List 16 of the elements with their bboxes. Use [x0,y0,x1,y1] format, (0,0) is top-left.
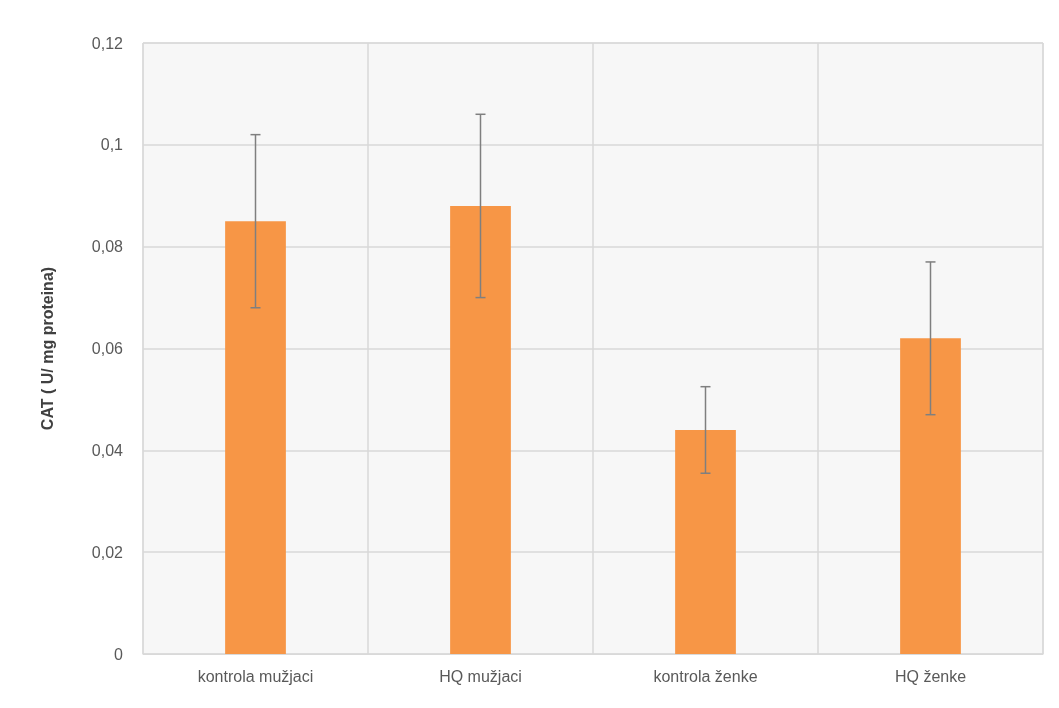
y-tick-label: 0,04 [91,441,124,459]
x-tick-label: kontrola ženke [653,667,758,685]
x-tick-label: HQ ženke [894,667,967,685]
x-tick-label: HQ mužjaci [439,667,522,685]
y-tick-label: 0,06 [91,340,124,357]
bar [450,205,511,654]
y-tick-label: 0,1 [100,136,124,154]
y-tick-label: 0,12 [91,34,124,52]
y-tick-label: 0,08 [91,238,124,256]
y-tick-label: 0 [114,645,124,663]
bar [675,429,736,654]
y-tick-label: 0,02 [91,543,124,561]
bar [225,221,286,654]
bar [900,338,961,654]
y-axis-title: CAT ( U/ mg proteina) [38,266,56,431]
x-tick-label: kontrola mužjaci [197,667,314,685]
